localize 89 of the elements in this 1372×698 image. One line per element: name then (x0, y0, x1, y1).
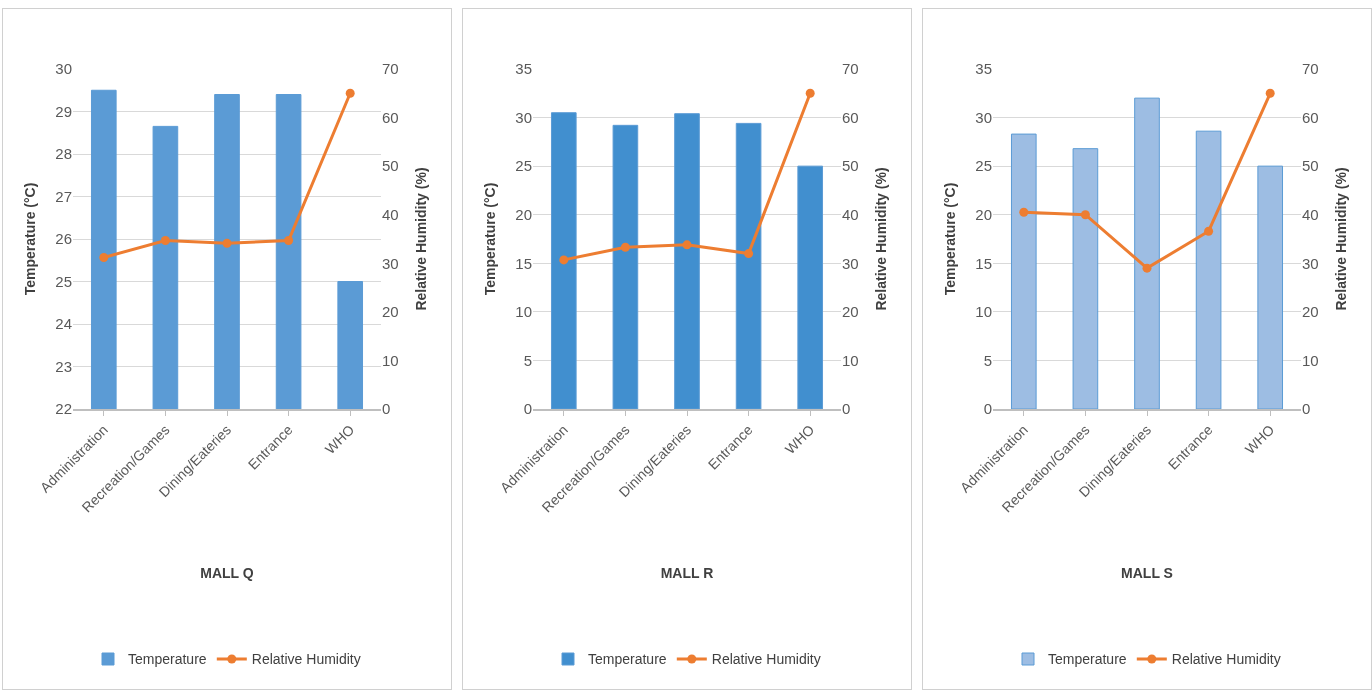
text: MALL S (1121, 565, 1173, 582)
point (1142, 263, 1152, 273)
y-tick-label: 30 (55, 60, 72, 78)
point (284, 235, 294, 245)
y-tick-label: 25 (515, 157, 532, 175)
y-tick-label: 35 (515, 60, 532, 78)
point (222, 238, 232, 248)
y-tick-label: 0 (983, 400, 992, 418)
y2-tick-label: 0 (842, 400, 851, 418)
text: MALL R (660, 565, 714, 582)
point (805, 88, 815, 98)
bar (550, 112, 577, 409)
y2-tick-label: 10 (382, 351, 399, 369)
y2-tick-label: 40 (842, 205, 859, 223)
point (1265, 88, 1275, 98)
bar (1257, 165, 1284, 409)
legend-label: Temperature (588, 651, 667, 668)
y2-tick-label: 50 (842, 157, 859, 175)
y-axis-title: Temperature (°C) (482, 182, 498, 296)
y2-tick-label: 50 (382, 157, 399, 175)
y-tick-label: 25 (975, 157, 992, 175)
y2-tick-label: 50 (1302, 157, 1319, 175)
point (1080, 210, 1090, 220)
y2-tick-label: 30 (1302, 254, 1319, 272)
y-axis-title: Temperature (°C) (22, 182, 38, 296)
bar (1010, 133, 1037, 409)
y2-tick-label: 70 (382, 60, 399, 78)
text: MALL Q (200, 565, 254, 582)
y2-tick-label: 60 (1302, 108, 1319, 126)
y2-tick-label: 30 (382, 254, 399, 272)
y2-tick-label: 20 (842, 303, 859, 321)
y2-tick-label: 20 (382, 303, 399, 321)
y-tick-label: 23 (55, 357, 72, 375)
legend-label: Temperature (128, 651, 207, 668)
legend-label: Temperature (1048, 651, 1127, 668)
point (1204, 226, 1214, 236)
y2-tick-label: 40 (1302, 205, 1319, 223)
y-tick-label: 0 (523, 400, 532, 418)
y-tick-label: 29 (55, 102, 72, 120)
y2-tick-label: 20 (1302, 303, 1319, 321)
y-tick-label: 10 (975, 303, 992, 321)
y2-tick-label: 10 (1302, 351, 1319, 369)
y-tick-label: 25 (55, 272, 72, 290)
point (559, 255, 569, 265)
point (345, 88, 355, 98)
y2-tick-label: 60 (382, 108, 399, 126)
bar (674, 113, 700, 409)
y-tick-label: 20 (975, 205, 992, 223)
y-tick-label: 27 (55, 187, 72, 205)
y-tick-label: 15 (515, 254, 532, 272)
bar (797, 165, 824, 409)
point (99, 252, 109, 262)
y2-tick-label: 0 (1302, 400, 1311, 418)
y-tick-label: 28 (55, 145, 72, 163)
point (160, 235, 170, 245)
y-tick-label: 5 (523, 351, 532, 369)
legend-label: Relative Humidity (251, 651, 361, 668)
y-tick-label: 24 (55, 315, 72, 333)
point (744, 249, 754, 259)
legend-label: Relative Humidity (1171, 651, 1281, 668)
bar (612, 124, 639, 409)
y2-tick-label: 0 (382, 400, 391, 418)
y2-tick-label: 10 (842, 351, 859, 369)
bar (1195, 130, 1222, 409)
y-tick-label: 15 (975, 254, 992, 272)
y2-axis-title: Relative Humidity (%) (413, 167, 429, 311)
y-tick-label: 35 (975, 60, 992, 78)
y-tick-label: 5 (983, 351, 992, 369)
point (682, 240, 692, 250)
y2-tick-label: 70 (842, 60, 859, 78)
y-tick-label: 22 (55, 400, 72, 418)
bar (735, 122, 762, 409)
y-axis-title: Temperature (°C) (942, 182, 958, 296)
y2-tick-label: 40 (382, 205, 399, 223)
y-tick-label: 10 (515, 303, 532, 321)
y2-tick-label: 30 (842, 254, 859, 272)
y-tick-label: 26 (55, 230, 72, 248)
y-tick-label: 20 (515, 205, 532, 223)
point (1019, 207, 1029, 217)
legend-label: Relative Humidity (711, 651, 821, 668)
y-tick-label: 30 (975, 108, 992, 126)
y-tick-label: 30 (515, 108, 532, 126)
y2-axis-title: Relative Humidity (%) (873, 167, 889, 311)
y2-tick-label: 60 (842, 108, 859, 126)
bar (1072, 148, 1099, 409)
bar (1134, 97, 1160, 409)
point (620, 242, 630, 252)
y2-axis-title: Relative Humidity (%) (1333, 167, 1349, 311)
y2-tick-label: 70 (1302, 60, 1319, 78)
